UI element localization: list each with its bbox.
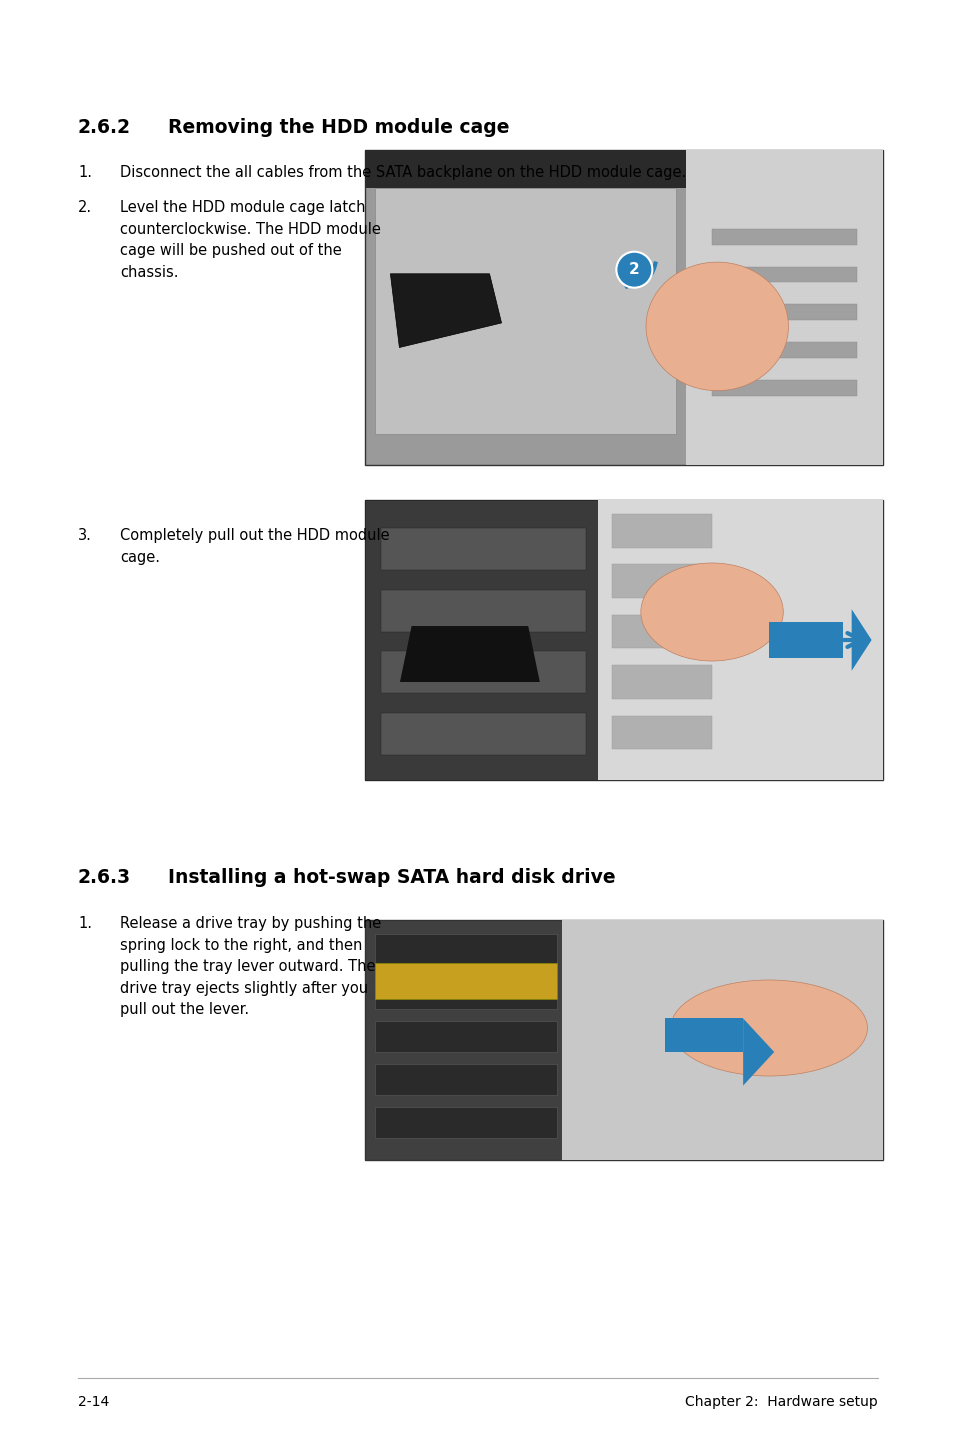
Bar (711, 380, 856, 395)
Ellipse shape (640, 564, 782, 661)
Bar (365, 500, 598, 779)
Text: Level the HDD module cage latch
counterclockwise. The HDD module
cage will be pu: Level the HDD module cage latch counterc… (120, 200, 380, 280)
Bar (365, 500, 882, 779)
Bar (711, 342, 856, 358)
Bar (375, 935, 557, 965)
Text: 1.: 1. (78, 165, 91, 180)
Bar (375, 1021, 557, 1053)
Polygon shape (742, 1018, 774, 1086)
Text: 1.: 1. (78, 916, 91, 930)
Polygon shape (399, 626, 539, 682)
Bar (665, 1018, 742, 1053)
Text: 2.6.2: 2.6.2 (78, 118, 131, 137)
Ellipse shape (645, 262, 787, 391)
Bar (711, 266, 856, 282)
Bar (561, 920, 882, 1160)
Bar (612, 716, 711, 749)
Bar (380, 590, 585, 631)
Bar (375, 188, 675, 433)
Text: Chapter 2:  Hardware setup: Chapter 2: Hardware setup (684, 1395, 877, 1409)
Bar (685, 150, 882, 464)
Bar (365, 150, 882, 464)
Bar (612, 513, 711, 548)
Ellipse shape (670, 981, 866, 1076)
Bar (375, 1107, 557, 1139)
Bar (711, 229, 856, 244)
Bar (598, 500, 882, 779)
Bar (711, 305, 856, 321)
Text: 2.: 2. (78, 200, 92, 216)
Bar (380, 713, 585, 755)
Text: Release a drive tray by pushing the
spring lock to the right, and then
pulling t: Release a drive tray by pushing the spri… (120, 916, 381, 1018)
Bar (612, 564, 711, 598)
Bar (612, 666, 711, 699)
Bar (365, 920, 882, 1160)
Text: 2: 2 (628, 262, 639, 278)
Bar (375, 1064, 557, 1096)
Text: Completely pull out the HDD module
cage.: Completely pull out the HDD module cage. (120, 528, 389, 565)
Text: Installing a hot-swap SATA hard disk drive: Installing a hot-swap SATA hard disk dri… (168, 869, 615, 887)
Bar (375, 978, 557, 1009)
Bar (612, 615, 711, 649)
Bar (380, 651, 585, 693)
Polygon shape (851, 610, 871, 670)
Bar (768, 621, 842, 659)
Bar (375, 963, 557, 999)
Text: Disconnect the all cables from the SATA backplane on the HDD module cage.: Disconnect the all cables from the SATA … (120, 165, 685, 180)
Bar (365, 150, 882, 188)
Text: 3.: 3. (78, 528, 91, 544)
Circle shape (616, 252, 652, 288)
Polygon shape (390, 273, 501, 348)
Text: 2-14: 2-14 (78, 1395, 110, 1409)
Text: 2.6.3: 2.6.3 (78, 869, 131, 887)
Text: Removing the HDD module cage: Removing the HDD module cage (168, 118, 509, 137)
Bar (380, 528, 585, 569)
